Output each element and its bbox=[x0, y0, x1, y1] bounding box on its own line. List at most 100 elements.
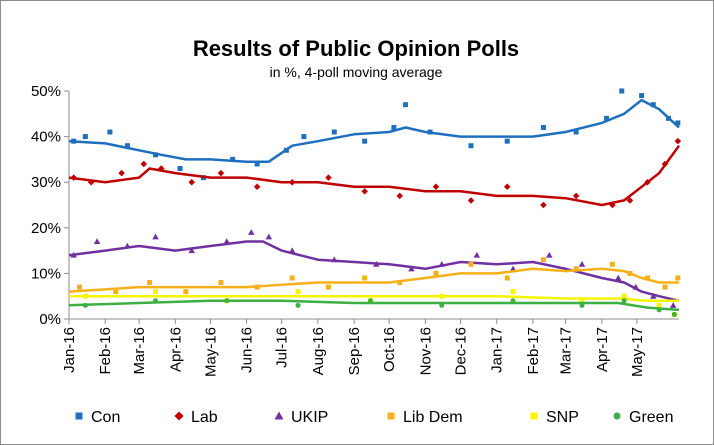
poll-point-lab bbox=[674, 137, 682, 145]
poll-point-ukip bbox=[188, 247, 195, 254]
series-layer bbox=[68, 88, 682, 317]
x-tick-label: Aug-16 bbox=[310, 327, 327, 375]
legend-label-con: Con bbox=[91, 409, 120, 426]
legend: Con Lab UKIP Lib Dem SNP Green bbox=[75, 409, 673, 426]
y-tick-label: 50% bbox=[31, 83, 61, 100]
poll-point-lib-dem bbox=[362, 275, 368, 281]
x-tick-label: Apr-17 bbox=[594, 327, 611, 372]
poll-point-snp bbox=[656, 302, 662, 308]
y-tick-label: 30% bbox=[31, 174, 61, 191]
poll-point-lib-dem bbox=[147, 280, 153, 286]
series-green bbox=[68, 298, 680, 317]
poll-point-lib-dem bbox=[662, 284, 668, 290]
poll-point-snp bbox=[152, 289, 158, 295]
poll-point-snp bbox=[579, 298, 585, 304]
x-tick-label: Oct-16 bbox=[381, 327, 398, 372]
poll-point-con bbox=[254, 161, 260, 167]
poll-point-lab bbox=[626, 197, 634, 204]
poll-point-con bbox=[124, 143, 130, 149]
x-tick-label: Jan-16 bbox=[61, 327, 78, 373]
poll-point-green bbox=[671, 311, 677, 317]
legend-item-lab: Lab bbox=[174, 409, 218, 426]
poll-point-snp bbox=[510, 289, 516, 295]
poll-point-lib-dem bbox=[218, 280, 224, 286]
legend-item-con: Con bbox=[75, 409, 120, 426]
legend-item-lib-dem: Lib Dem bbox=[387, 409, 463, 426]
x-tick-label: Sep-16 bbox=[346, 327, 363, 375]
series-lab bbox=[68, 137, 682, 209]
poll-point-lib-dem bbox=[77, 284, 83, 290]
poll-point-ukip bbox=[408, 265, 415, 272]
poll-point-lib-dem bbox=[468, 261, 474, 267]
moving-average-line-con bbox=[68, 98, 680, 163]
poll-point-ukip bbox=[265, 233, 273, 240]
chart-title: Results of Public Opinion Polls bbox=[193, 36, 519, 61]
poll-point-ukip bbox=[578, 261, 586, 267]
chart-subtitle: in %, 4-poll moving average bbox=[270, 64, 443, 80]
x-tick-label: Mar-16 bbox=[131, 327, 148, 375]
poll-point-lib-dem bbox=[325, 284, 331, 290]
poll-point-lib-dem bbox=[397, 280, 403, 286]
poll-point-con bbox=[331, 129, 337, 135]
poll-point-ukip bbox=[93, 238, 101, 244]
poll-point-lab bbox=[540, 201, 547, 209]
legend-marker-green bbox=[613, 412, 621, 420]
poll-point-lib-dem bbox=[609, 261, 615, 267]
poll-point-lab bbox=[467, 197, 475, 204]
x-tick-label: Apr-16 bbox=[167, 327, 184, 372]
poll-point-con bbox=[230, 156, 236, 162]
poll-point-ukip bbox=[669, 302, 677, 308]
poll-point-con bbox=[391, 124, 397, 130]
poll-point-lib-dem bbox=[183, 289, 189, 295]
poll-point-lib-dem bbox=[433, 270, 439, 276]
poll-point-lab bbox=[503, 183, 511, 191]
series-ukip bbox=[68, 229, 680, 308]
y-tick-label: 40% bbox=[31, 129, 61, 146]
poll-point-con bbox=[82, 134, 88, 140]
poll-point-lab bbox=[217, 169, 225, 177]
poll-point-snp bbox=[621, 293, 627, 299]
legend-marker-ukip bbox=[274, 411, 284, 420]
poll-point-lib-dem bbox=[675, 275, 681, 281]
poll-point-lab bbox=[140, 160, 148, 168]
poll-point-con bbox=[675, 120, 681, 126]
moving-average-line-green bbox=[68, 299, 680, 312]
legend-marker-con bbox=[75, 412, 83, 420]
poll-point-lab bbox=[118, 169, 125, 177]
y-tick-label: 20% bbox=[31, 220, 61, 237]
poll-point-con bbox=[403, 102, 409, 108]
poll-point-lab bbox=[572, 192, 580, 200]
poll-point-con bbox=[301, 134, 307, 140]
moving-average-line-snp bbox=[69, 294, 679, 303]
series-con bbox=[68, 88, 681, 181]
poll-point-con bbox=[540, 124, 546, 130]
moving-average-line-lib-dem bbox=[68, 267, 679, 293]
legend-item-snp: SNP bbox=[530, 409, 579, 426]
axes: 0% 10% 20% 30% 40% 50% Jan-16 Feb-16 Mar-16 Apr-1… bbox=[31, 83, 679, 377]
poll-point-green bbox=[295, 302, 301, 308]
poll-point-con bbox=[177, 166, 183, 172]
poll-point-ukip bbox=[614, 274, 622, 281]
poll-point-lib-dem bbox=[289, 275, 295, 281]
poll-point-ukip bbox=[248, 229, 255, 235]
y-tick-label: 10% bbox=[31, 265, 61, 282]
y-tick-label: 0% bbox=[39, 311, 61, 328]
legend-marker-lib-dem bbox=[387, 412, 395, 420]
poll-point-lab bbox=[432, 183, 440, 191]
legend-label-snp: SNP bbox=[546, 409, 579, 426]
x-tick-label: May-17 bbox=[629, 327, 646, 377]
x-tick-label: May-16 bbox=[202, 327, 219, 377]
x-tick-label: Nov-16 bbox=[417, 327, 434, 375]
legend-label-ukip: UKIP bbox=[291, 409, 328, 426]
x-tick-label: Mar-17 bbox=[558, 327, 575, 375]
poll-point-ukip bbox=[152, 233, 159, 240]
x-tick-label: Dec-16 bbox=[452, 327, 469, 375]
poll-point-lab bbox=[396, 192, 403, 200]
legend-marker-snp bbox=[530, 412, 538, 420]
legend-item-green: Green bbox=[613, 409, 673, 426]
poll-point-con bbox=[639, 93, 645, 99]
x-tick-label: Feb-17 bbox=[525, 327, 542, 375]
poll-point-lib-dem bbox=[113, 289, 119, 295]
